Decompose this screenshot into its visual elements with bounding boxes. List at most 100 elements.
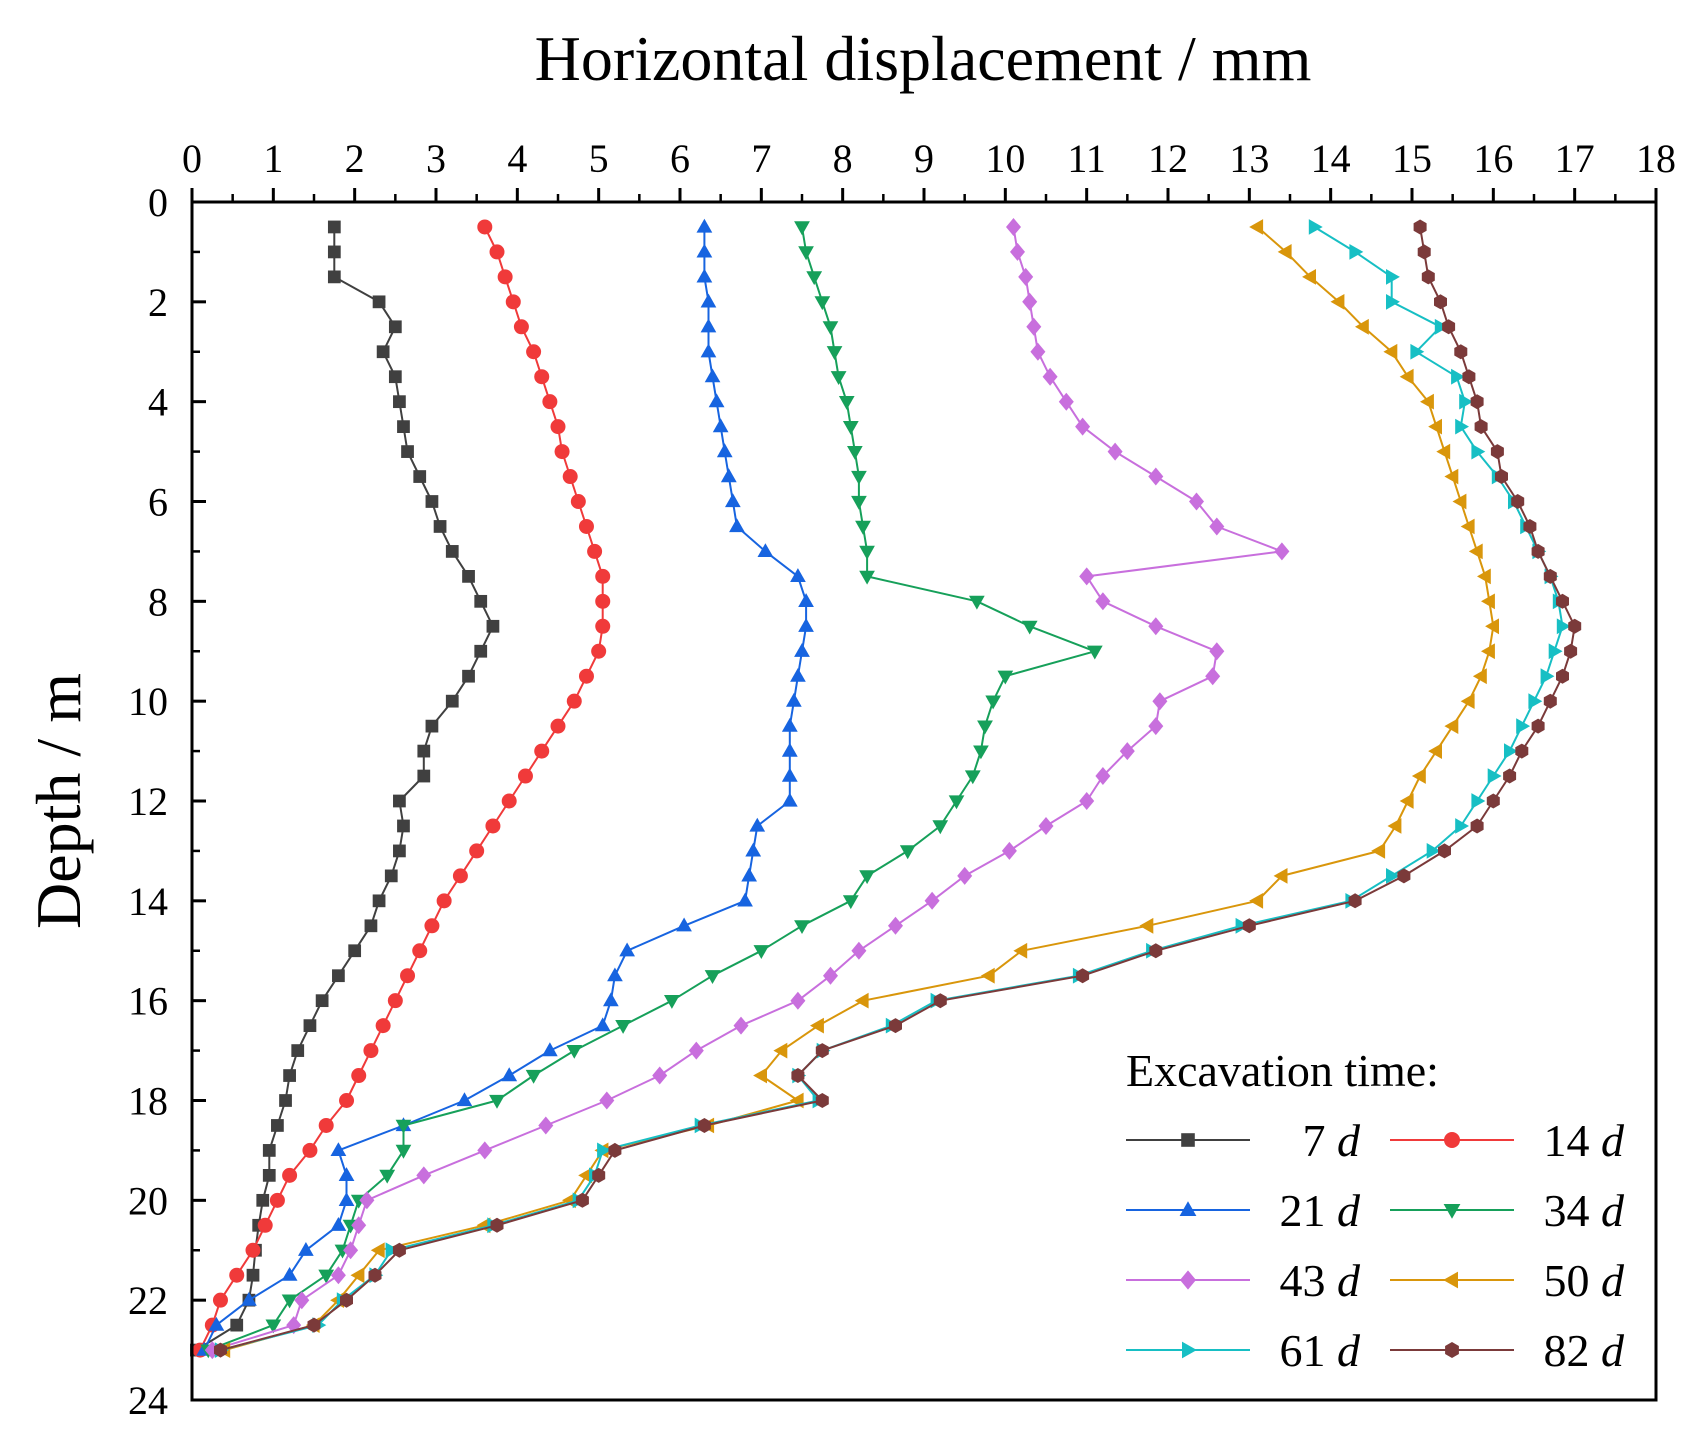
- data-point: [550, 419, 566, 435]
- data-point: [1548, 643, 1563, 660]
- data-point: [416, 1166, 432, 1185]
- data-point: [298, 1242, 314, 1256]
- data-point: [700, 293, 717, 308]
- data-point: [1495, 469, 1508, 484]
- data-point: [700, 318, 717, 333]
- data-point: [1471, 793, 1486, 809]
- data-point: [847, 446, 863, 460]
- data-point: [980, 967, 995, 984]
- data-point: [773, 1042, 788, 1059]
- data-point: [1540, 668, 1555, 685]
- data-point: [1452, 493, 1467, 510]
- data-point: [794, 221, 810, 236]
- series-43-line: [212, 226, 1283, 1352]
- data-point: [363, 1043, 379, 1059]
- legend-label: 14 d: [1544, 1115, 1626, 1166]
- data-point: [806, 271, 823, 286]
- data-point: [1399, 793, 1414, 809]
- data-point: [587, 543, 603, 559]
- legend-marker: [1179, 1201, 1197, 1216]
- data-point: [696, 268, 713, 283]
- data-point: [859, 545, 875, 560]
- data-point: [1139, 917, 1154, 934]
- data-point: [566, 1045, 583, 1059]
- data-point: [592, 1167, 606, 1183]
- legend-title: Excavation time:: [1126, 1045, 1439, 1096]
- data-point: [327, 220, 341, 234]
- data-point: [330, 1142, 347, 1156]
- data-point: [1504, 743, 1518, 759]
- legend-label: 43 d: [1280, 1255, 1362, 1306]
- data-point: [973, 745, 989, 760]
- data-point: [318, 1269, 335, 1284]
- x-tick-label: 4: [507, 136, 527, 181]
- data-point: [413, 470, 427, 483]
- data-point: [1417, 244, 1431, 260]
- data-point: [525, 1069, 542, 1084]
- data-point: [1442, 319, 1456, 335]
- series-61-line: [220, 226, 1564, 1352]
- data-point: [1455, 418, 1469, 435]
- series-14-d: [192, 219, 611, 1358]
- data-point: [1436, 443, 1451, 460]
- data-point: [490, 1217, 504, 1233]
- data-point: [387, 993, 403, 1009]
- data-point: [859, 570, 875, 585]
- data-point: [1107, 442, 1123, 461]
- data-point: [737, 892, 753, 907]
- data-point: [664, 995, 680, 1009]
- data-point: [505, 294, 521, 310]
- data-point: [815, 1093, 829, 1108]
- legend-entry: 14 d: [1390, 1115, 1625, 1166]
- data-point: [781, 792, 798, 807]
- data-point: [1413, 219, 1427, 235]
- data-point: [1556, 593, 1569, 609]
- data-point: [1349, 244, 1364, 260]
- data-point: [753, 945, 770, 959]
- series-21-line: [203, 227, 808, 1351]
- data-point: [741, 867, 757, 882]
- series-21-d: [196, 218, 814, 1356]
- data-point: [501, 793, 517, 809]
- data-point: [1013, 942, 1028, 959]
- data-point: [708, 393, 725, 408]
- data-point: [1490, 444, 1504, 460]
- series-34-d: [200, 221, 1103, 1359]
- data-point: [720, 468, 737, 483]
- data-point: [1568, 618, 1582, 634]
- data-point: [456, 1092, 473, 1107]
- data-point: [477, 219, 493, 235]
- data-point: [842, 895, 859, 910]
- data-point: [608, 1142, 622, 1158]
- data-point: [899, 845, 916, 860]
- data-point: [257, 1217, 273, 1233]
- data-point: [1460, 693, 1475, 709]
- data-point: [474, 644, 488, 658]
- data-point: [790, 991, 806, 1010]
- data-point: [1119, 742, 1135, 761]
- legend-entries: 7 d 14 d 21 d 34 d 43 d 50 d 61 d 82 d: [1126, 1115, 1625, 1376]
- data-point: [1564, 643, 1578, 659]
- data-point: [497, 269, 513, 285]
- data-point: [1468, 543, 1483, 560]
- data-point: [798, 246, 814, 261]
- data-point: [595, 568, 611, 584]
- data-point: [291, 1044, 305, 1057]
- data-point: [753, 1067, 767, 1084]
- data-point: [595, 618, 611, 634]
- series-34-line: [207, 226, 1096, 1352]
- data-point: [256, 1193, 270, 1207]
- data-point: [425, 719, 439, 733]
- y-tick-label: 8: [148, 579, 168, 624]
- data-point: [1348, 893, 1362, 909]
- data-point: [281, 1267, 298, 1281]
- data-point: [1274, 542, 1290, 561]
- data-point: [281, 1294, 298, 1309]
- data-point: [229, 1267, 245, 1283]
- data-point: [1477, 568, 1491, 585]
- data-point: [1421, 269, 1435, 285]
- legend-entry: 7 d: [1126, 1115, 1361, 1166]
- data-point: [526, 344, 542, 360]
- data-point: [376, 345, 390, 359]
- y-tick-label: 22: [128, 1278, 168, 1323]
